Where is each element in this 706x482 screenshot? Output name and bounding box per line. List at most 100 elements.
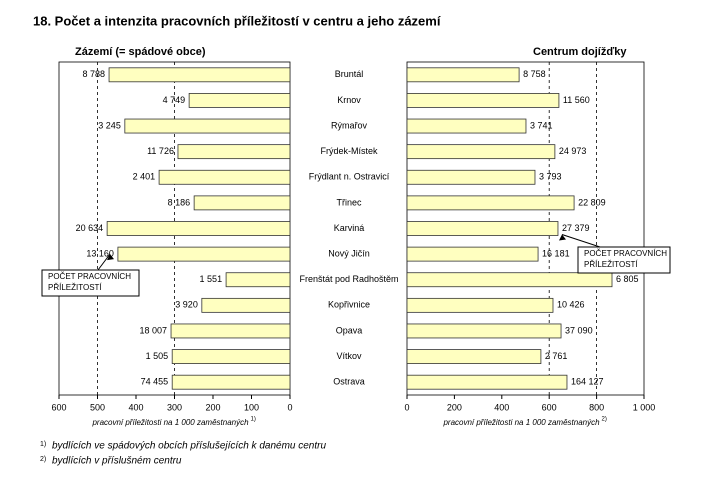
x-tick-label: 1 000 <box>633 402 656 412</box>
bar <box>201 297 291 313</box>
bar <box>124 118 291 134</box>
job-count-label: 10 426 <box>557 300 585 310</box>
job-count-label: 27 379 <box>562 223 590 233</box>
job-count-label: 8 186 <box>168 197 191 207</box>
x-tick-label: 0 <box>287 402 292 412</box>
category-label: Bruntál <box>335 69 364 79</box>
footnote: bydlících ve spádových obcích příslušejí… <box>52 441 326 452</box>
bar <box>225 272 291 288</box>
x-tick-label: 800 <box>589 402 604 412</box>
job-count-label: 18 007 <box>140 325 168 335</box>
footnote-marker: 1) <box>40 441 46 448</box>
bar <box>171 374 291 390</box>
bar <box>158 169 291 185</box>
x-tick-label: 300 <box>167 402 182 412</box>
annotation-text: PŘÍLEŽITOSTÍ <box>584 260 638 269</box>
job-count-label: 3 920 <box>175 300 198 310</box>
job-count-label: 20 634 <box>76 223 104 233</box>
category-label: Opava <box>336 325 363 335</box>
x-axis-note: 1) <box>251 417 256 423</box>
category-label: Nový Jičín <box>328 248 370 258</box>
bar <box>406 169 536 185</box>
bar <box>406 297 554 313</box>
job-count-label: 11 560 <box>563 95 590 105</box>
x-axis-note: 2) <box>602 417 607 423</box>
bar <box>406 67 520 83</box>
category-label: Rýmařov <box>331 120 368 130</box>
job-count-label: 16 181 <box>542 248 570 258</box>
bar <box>108 67 291 83</box>
bar <box>193 195 291 211</box>
bar <box>171 349 291 364</box>
category-label: Kopřivnice <box>328 300 370 310</box>
job-count-label: 74 455 <box>141 377 169 387</box>
bar <box>406 221 559 236</box>
job-count-label: 1 551 <box>200 274 223 284</box>
job-count-label: 3 245 <box>98 120 121 130</box>
job-count-label: 37 090 <box>565 325 593 335</box>
x-axis-label: pracovní příležitosti na 1 000 zaměstnan… <box>442 418 600 427</box>
category-label: Karviná <box>334 223 365 233</box>
category-label: Krnov <box>337 95 361 105</box>
category-label: Ostrava <box>333 377 365 387</box>
category-label: Frenštát pod Radhoštěm <box>299 274 398 284</box>
job-count-label: 164 127 <box>571 377 604 387</box>
x-tick-label: 200 <box>447 402 462 412</box>
category-label: Frýdek-Místek <box>320 146 378 156</box>
x-axis-label: pracovní příležitosti na 1 000 zaměstnan… <box>91 418 249 427</box>
annotation-box <box>41 269 140 297</box>
annotation-box <box>577 246 671 274</box>
job-count-label: 3 793 <box>539 172 562 182</box>
job-count-label: 6 805 <box>616 274 639 284</box>
job-count-label: 4 749 <box>163 95 186 105</box>
arrow-head <box>107 254 114 261</box>
bar <box>406 272 613 288</box>
bar <box>406 118 527 134</box>
x-tick-label: 0 <box>404 402 409 412</box>
category-label: Třinec <box>336 197 362 207</box>
annotation-text: POČET PRACOVNÍCH <box>584 249 667 258</box>
arrow-head <box>559 234 566 241</box>
bar <box>406 374 568 390</box>
footnote-marker: 2) <box>40 456 46 463</box>
job-count-label: 8 788 <box>83 69 106 79</box>
x-tick-label: 500 <box>90 402 105 412</box>
bar <box>188 93 291 108</box>
bar <box>406 246 539 262</box>
job-count-label: 13 160 <box>86 248 114 258</box>
category-label: Vítkov <box>336 351 362 361</box>
x-tick-label: 100 <box>244 402 259 412</box>
bar <box>106 221 291 236</box>
annotation-arrow <box>97 253 111 271</box>
bar <box>117 246 291 262</box>
x-tick-label: 200 <box>205 402 220 412</box>
bar <box>406 195 575 211</box>
annotation-text: POČET PRACOVNÍCH <box>48 272 131 281</box>
job-count-label: 11 726 <box>147 146 174 156</box>
bar <box>406 323 562 339</box>
annotation-arrow <box>561 234 601 248</box>
job-count-label: 24 973 <box>559 146 587 156</box>
job-count-label: 2 401 <box>133 172 156 182</box>
job-count-label: 3 741 <box>530 120 553 130</box>
bar <box>406 93 560 108</box>
x-tick-label: 400 <box>494 402 509 412</box>
chart-title: 18. Počet a intenzita pracovních příleži… <box>33 13 441 28</box>
job-count-label: 1 505 <box>146 351 169 361</box>
bar <box>177 144 291 160</box>
panel-title: Zázemí (= spádové obce) <box>75 46 206 58</box>
x-tick-label: 600 <box>542 402 557 412</box>
bar <box>170 323 291 339</box>
panel-title: Centrum dojížďky <box>533 46 627 58</box>
category-label: Frýdlant n. Ostravicí <box>309 172 390 182</box>
job-count-label: 22 809 <box>578 197 606 207</box>
x-tick-label: 600 <box>51 402 66 412</box>
bar <box>406 349 542 364</box>
annotation-text: PŘÍLEŽITOSTÍ <box>48 283 102 292</box>
footnote: bydlících v příslušném centru <box>52 456 182 467</box>
bar <box>406 144 556 160</box>
job-count-label: 8 758 <box>523 69 546 79</box>
x-tick-label: 400 <box>128 402 143 412</box>
job-count-label: 2 761 <box>545 351 568 361</box>
